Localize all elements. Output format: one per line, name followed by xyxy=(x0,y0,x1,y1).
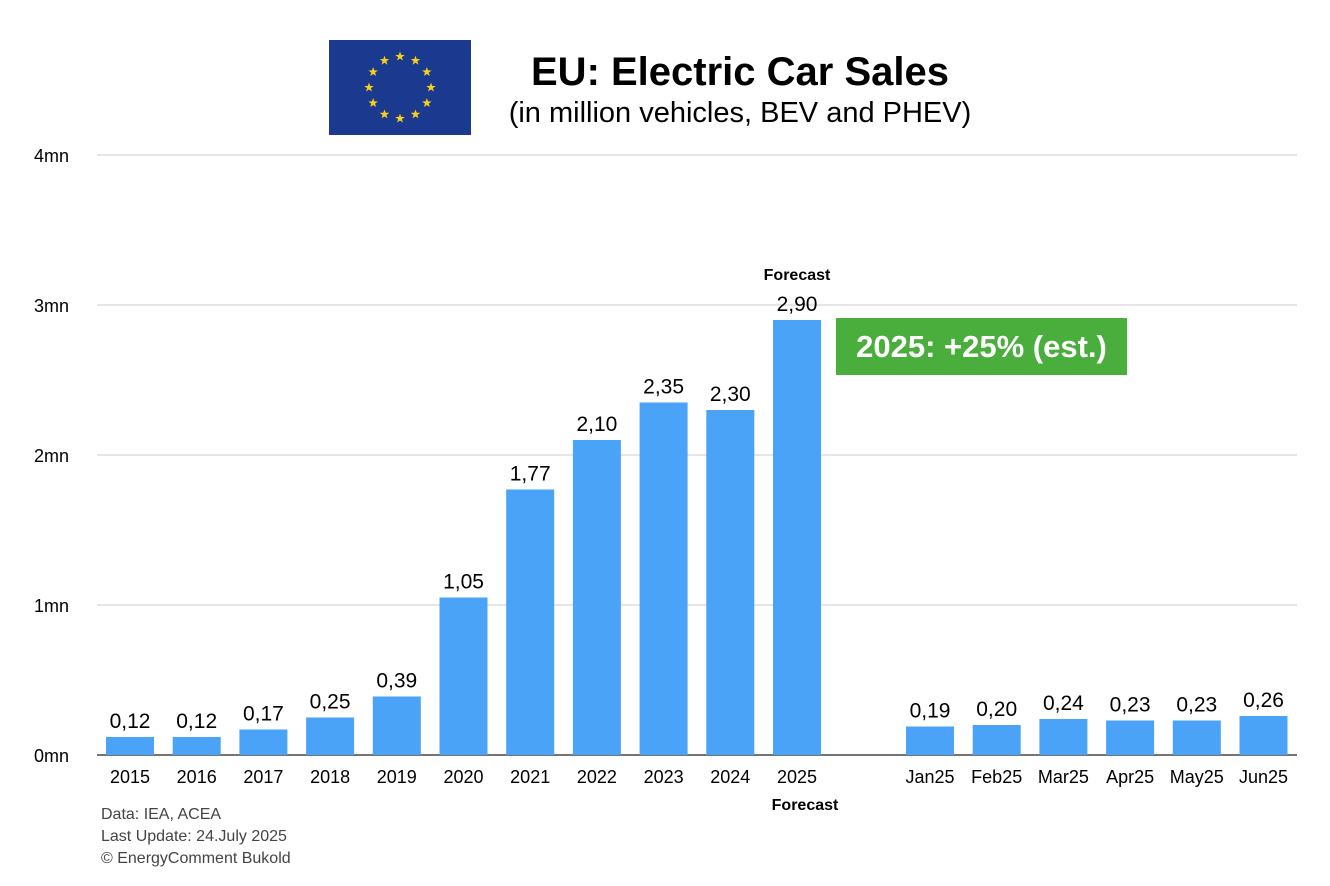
annual-bar xyxy=(506,489,555,755)
flag-star-icon xyxy=(422,98,432,108)
y-tick-label: 2mn xyxy=(34,446,69,466)
annual-bar-value-label: 0,12 xyxy=(176,710,217,733)
forecast-label-bottom: Forecast xyxy=(772,797,839,814)
bars xyxy=(106,320,1288,755)
update-note: Last Update: 24.July 2025 xyxy=(101,828,287,845)
annual-bar-value-label: 2,30 xyxy=(710,383,751,406)
annual-bar-value-label: 1,05 xyxy=(443,571,484,594)
chart-title: EU: Electric Car Sales xyxy=(531,50,949,94)
annual-x-tick-label: 2016 xyxy=(177,767,217,787)
annual-x-tick-label: 2015 xyxy=(110,767,150,787)
annotations: Forecast Forecast xyxy=(764,267,839,814)
monthly-bar xyxy=(1106,720,1155,755)
annual-x-tick-label: 2017 xyxy=(243,767,283,787)
flag-star-icon xyxy=(379,55,390,65)
monthly-x-tick-label: Jun25 xyxy=(1239,767,1288,787)
monthly-bar xyxy=(906,726,954,755)
eu-flag-graphic xyxy=(329,40,471,135)
monthly-bar-value-label: 0,19 xyxy=(910,700,951,723)
flag-star-icon xyxy=(379,109,390,119)
annual-bar xyxy=(172,737,221,755)
growth-badge: 2025: +25% (est.) xyxy=(836,318,1127,375)
monthly-bar xyxy=(1172,720,1221,755)
flag-star-icon xyxy=(395,51,405,61)
monthly-bar-value-label: 0,26 xyxy=(1243,689,1284,712)
annual-x-tick-label: 2022 xyxy=(577,767,617,787)
bar-value-labels: 0,12 0,12 0,17 0,25 0,39 1,05 1,77 2,10 2,35 2,30… xyxy=(110,293,1284,733)
monthly-x-tick-label: May25 xyxy=(1170,767,1224,787)
y-tick-label: 0mn xyxy=(34,746,69,766)
annual-bar xyxy=(372,696,421,755)
monthly-x-tick-label: Apr25 xyxy=(1106,767,1154,787)
annual-bar xyxy=(639,402,688,755)
annual-bar-value-label: 0,17 xyxy=(243,703,284,726)
chart-subtitle: (in million vehicles, BEV and PHEV) xyxy=(508,97,972,129)
monthly-bar xyxy=(1039,719,1088,755)
annual-bar xyxy=(439,597,488,755)
monthly-x-tick-label: Feb25 xyxy=(971,767,1022,787)
annual-x-tick-label: 2021 xyxy=(510,767,550,787)
monthly-bar-value-label: 0,23 xyxy=(1176,694,1217,717)
flag-star-icon xyxy=(410,55,421,65)
annual-bar-value-label: 2,90 xyxy=(777,293,818,316)
y-axis-ticks: 0mn 1mn 2mn 3mn 4mn xyxy=(34,146,69,766)
annual-bar xyxy=(773,320,821,755)
annual-bar xyxy=(106,737,154,755)
annual-bar-value-label: 2,35 xyxy=(643,376,684,399)
monthly-x-tick-label: Mar25 xyxy=(1038,767,1089,787)
annual-x-tick-label: 2024 xyxy=(710,767,750,787)
annual-x-tick-label: 2023 xyxy=(644,767,684,787)
annual-bar-value-label: 0,12 xyxy=(110,710,151,733)
flag-star-icon xyxy=(395,113,405,123)
monthly-bar-value-label: 0,23 xyxy=(1110,694,1151,717)
source-note: Data: IEA, ACEA xyxy=(101,806,222,823)
annual-bar xyxy=(572,440,621,755)
annual-x-tick-label: 2020 xyxy=(443,767,483,787)
footer: Data: IEA, ACEA Last Update: 24.July 202… xyxy=(101,804,291,870)
monthly-bar xyxy=(1239,716,1288,755)
monthly-bar-value-label: 0,20 xyxy=(976,698,1017,721)
annual-bar xyxy=(306,717,355,755)
annual-x-tick-label: 2025 xyxy=(777,767,817,787)
forecast-label-top: Forecast xyxy=(764,267,831,284)
flag-star-icon xyxy=(422,67,432,77)
monthly-x-tick-label: Jan25 xyxy=(905,767,954,787)
y-tick-label: 1mn xyxy=(34,596,69,616)
annual-bar-value-label: 2,10 xyxy=(576,413,617,436)
copyright-note: © EnergyComment Bukold xyxy=(101,850,291,867)
flag-star-icon xyxy=(368,98,378,108)
flag-star-icon xyxy=(410,109,421,119)
eu-flag-icon xyxy=(329,40,471,135)
monthly-bar xyxy=(972,725,1021,755)
annual-x-tick-label: 2018 xyxy=(310,767,350,787)
flag-star-icon xyxy=(364,82,374,92)
y-tick-label: 3mn xyxy=(34,296,69,316)
y-tick-label: 4mn xyxy=(34,146,69,166)
flag-star-icon xyxy=(368,67,378,77)
annual-bar xyxy=(706,410,755,755)
flag-star-icon xyxy=(426,82,436,92)
annual-bar-value-label: 0,25 xyxy=(310,691,351,714)
monthly-bar-value-label: 0,24 xyxy=(1043,692,1084,715)
annual-x-tick-label: 2019 xyxy=(377,767,417,787)
annual-bar-value-label: 0,39 xyxy=(376,670,417,693)
x-axis-ticks: 2015 2016 2017 2018 2019 2020 2021 2022 2023 2024… xyxy=(110,767,1288,787)
gridlines xyxy=(97,154,1297,756)
annual-bar-value-label: 1,77 xyxy=(510,463,551,486)
annual-bar xyxy=(239,729,288,755)
